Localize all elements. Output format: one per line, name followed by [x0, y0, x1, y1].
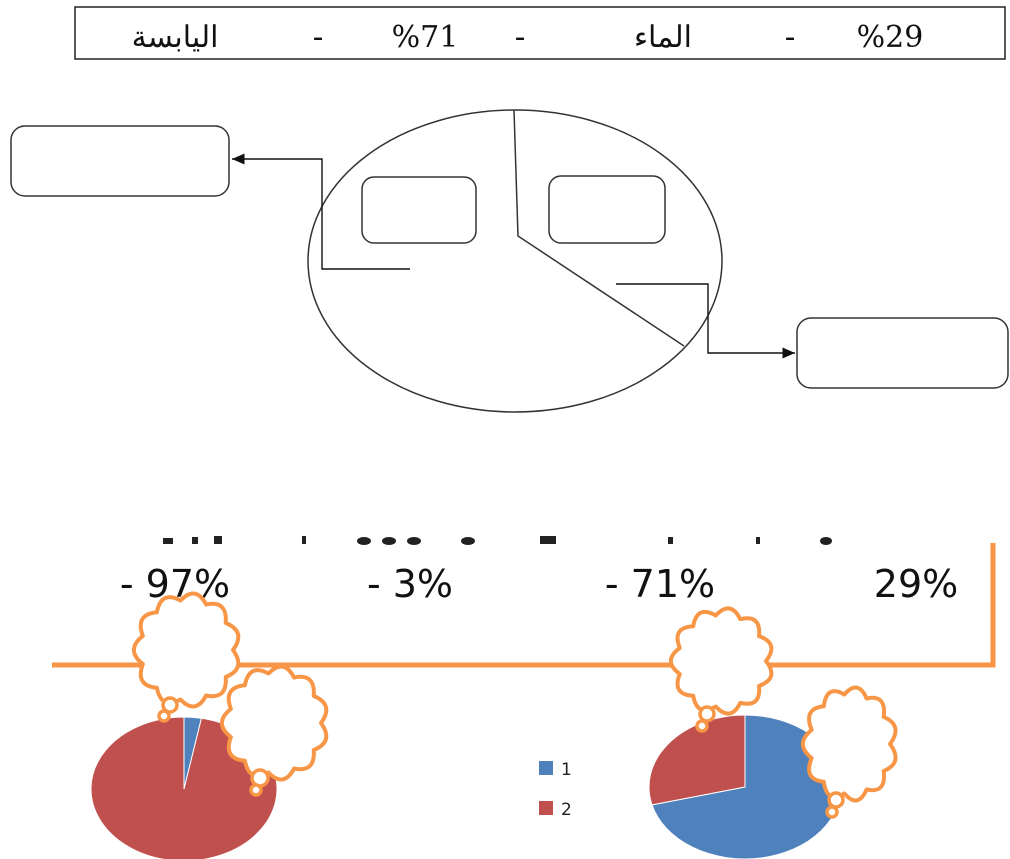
word-bank-item-land: اليابسة [132, 20, 219, 55]
cloud-tail-bubble [827, 791, 845, 809]
legend-label-1: 1 [561, 760, 572, 780]
thought-cloud-right-mid[interactable] [800, 685, 898, 819]
strip-value-71: - 71% [605, 562, 715, 606]
divider-line [513, 109, 685, 347]
orange-bracket-line [52, 543, 996, 668]
cloud-tail-bubble [249, 783, 263, 797]
word-bank-item-water: الماء [634, 20, 692, 55]
strip-value-3: - 3% [367, 562, 453, 606]
left-answer-box[interactable] [10, 125, 230, 197]
inner-right-answer-box[interactable] [548, 175, 666, 244]
thought-cloud-left-top[interactable] [131, 591, 241, 723]
cloud-outline [668, 606, 774, 716]
pie-slice-2 [648, 714, 746, 806]
thought-cloud-left-mid[interactable] [219, 664, 329, 797]
strip-value-29: 29% [874, 562, 958, 606]
cloud-tail-bubble [695, 719, 709, 733]
word-bank-item-71-percent: %71 [392, 20, 459, 55]
legend-label-2: 2 [561, 800, 572, 820]
right-answer-box[interactable] [796, 317, 1009, 389]
inner-left-answer-box[interactable] [361, 176, 477, 244]
word-bank-item-29-percent: %29 [857, 20, 924, 55]
left-connector-arrow [232, 153, 410, 270]
cloud-tail-bubble [161, 696, 179, 714]
word-bank-dash: - [515, 20, 526, 55]
pie-chart-land-water-right [648, 714, 842, 859]
cloud-outline [800, 685, 898, 803]
word-bank-dash: - [785, 20, 796, 55]
legend-swatch-2 [539, 801, 553, 815]
cloud-outline [219, 664, 329, 782]
thought-cloud-right-top[interactable] [668, 606, 774, 733]
word-bank: %29 - الماء - %71 - اليابسة [74, 6, 1006, 60]
word-bank-dash: - [313, 20, 324, 55]
cloud-outline [131, 591, 241, 709]
cloud-tail-bubble [698, 705, 716, 723]
legend-swatch-1 [539, 761, 553, 775]
thought-clouds [131, 591, 898, 819]
cloud-tail-bubble [825, 805, 839, 819]
clipped-text-remnants [163, 536, 832, 545]
pie-slice-1 [651, 714, 842, 859]
right-connector-arrow [616, 283, 795, 359]
word-bank-frame [74, 6, 1006, 60]
earth-circle [307, 109, 723, 413]
cloud-tail-bubble [157, 709, 171, 723]
pie-legend: 1 2 [539, 760, 572, 820]
earth-surface-diagram [10, 109, 1009, 413]
